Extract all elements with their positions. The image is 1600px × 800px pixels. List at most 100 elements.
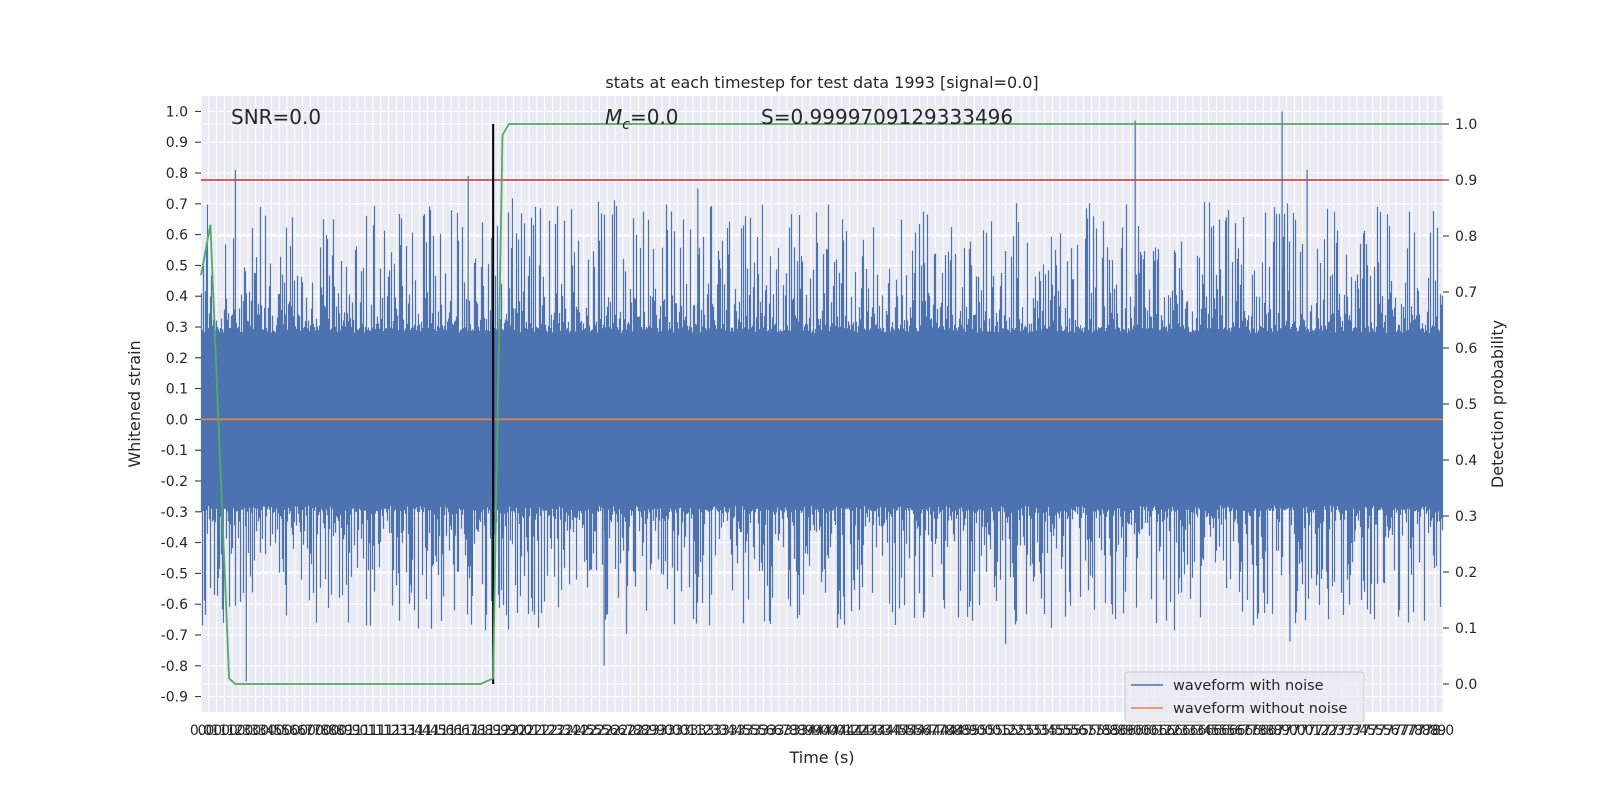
x-tick-label: 5.5 bbox=[1057, 723, 1079, 739]
legend: waveform with noise waveform without noi… bbox=[1124, 671, 1365, 723]
x-tick-label: 7.9 bbox=[1424, 723, 1446, 739]
x-tick-label: 2.5 bbox=[573, 723, 595, 739]
y-tick-label: -0.5 bbox=[161, 566, 188, 582]
x-tick-label: 5.9 bbox=[1112, 723, 1134, 739]
y-tick-label: 1.0 bbox=[166, 104, 188, 120]
right-y-tick-label: 0.5 bbox=[1455, 397, 1477, 413]
x-tick-label: 2.8 bbox=[619, 723, 641, 739]
x-tick-label: 4.5 bbox=[885, 723, 907, 739]
x-tick-label: 0.6 bbox=[276, 723, 298, 739]
x-tick-label: 6.7 bbox=[1229, 723, 1251, 739]
x-tick-label: 0.1 bbox=[205, 723, 227, 739]
x-tick-label: 4.6 bbox=[909, 723, 931, 739]
y-tick-label: -0.9 bbox=[161, 690, 188, 706]
x-tick-label: 0.8 bbox=[315, 723, 337, 739]
y-tick-label: 0.1 bbox=[166, 382, 188, 398]
x-tick-label: 6.9 bbox=[1268, 723, 1290, 739]
x-tick-label: 5.5 bbox=[1049, 723, 1071, 739]
x-tick-label: 4.3 bbox=[869, 723, 891, 739]
x-tick-label: 1.8 bbox=[463, 723, 485, 739]
x-tick-label: 7.8 bbox=[1416, 723, 1438, 739]
y-axis-label: Whitened strain bbox=[125, 340, 144, 467]
chirp-mass-symbol: M bbox=[605, 105, 622, 129]
x-tick-label: 1.4 bbox=[416, 723, 438, 739]
detection-probability-series bbox=[200, 123, 1443, 685]
x-tick-label: 2.4 bbox=[557, 723, 579, 739]
y-tick-label: 0.7 bbox=[166, 197, 188, 213]
x-tick-label: 2.7 bbox=[612, 723, 634, 739]
chirp-mass-value: =0.0 bbox=[630, 105, 679, 129]
x-tick-label: 2.5 bbox=[580, 723, 602, 739]
x-tick-label: 1.1 bbox=[370, 723, 392, 739]
noise-trace bbox=[200, 111, 1444, 682]
x-tick-label: 7.5 bbox=[1369, 723, 1391, 739]
x-tick-label: 1.0 bbox=[346, 723, 368, 739]
x-tick-label: 5.4 bbox=[1033, 723, 1055, 739]
x-tick-label: 2.3 bbox=[541, 723, 563, 739]
x-tick-label: 5.8 bbox=[1088, 723, 1110, 739]
x-tick-label: 7.7 bbox=[1385, 723, 1407, 739]
x-tick-label: 0.0 bbox=[190, 723, 212, 739]
x-tick-label: 2.2 bbox=[534, 723, 556, 739]
x-tick-label: 7.0 bbox=[1291, 723, 1313, 739]
x-tick-label: 1.1 bbox=[354, 723, 376, 739]
x-tick-label: 6.4 bbox=[1190, 723, 1212, 739]
x-tick-label: 4.0 bbox=[815, 723, 837, 739]
x-tick-label: 0.3 bbox=[229, 723, 251, 739]
y-tick-label: -0.3 bbox=[161, 505, 188, 521]
x-tick-label: 3.0 bbox=[651, 723, 673, 739]
x-tick-label: 0.4 bbox=[252, 723, 274, 739]
x-tick-label: 1.2 bbox=[377, 723, 399, 739]
x-tick-label: 7.2 bbox=[1307, 723, 1329, 739]
x-tick-label: 2.4 bbox=[565, 723, 587, 739]
x-tick-label: 4.2 bbox=[838, 723, 860, 739]
x-tick-label: 7.8 bbox=[1401, 723, 1423, 739]
x-tick-label: 2.5 bbox=[588, 723, 610, 739]
x-tick-label: 3.6 bbox=[752, 723, 774, 739]
x-axis-label: Time (s) bbox=[788, 748, 854, 767]
x-tick-label: 0.3 bbox=[245, 723, 267, 739]
x-tick-label: 2.1 bbox=[518, 723, 540, 739]
x-tick-label: 5.5 bbox=[1041, 723, 1063, 739]
y-tick-label: -0.2 bbox=[161, 474, 188, 490]
right-y-axis-label: Detection probability bbox=[1488, 320, 1507, 488]
x-tick-label: 3.3 bbox=[698, 723, 720, 739]
y-tick-label: -0.1 bbox=[161, 443, 188, 459]
x-tick-label: 7.0 bbox=[1283, 723, 1305, 739]
x-tick-label: 1.8 bbox=[471, 723, 493, 739]
chirp-mass-subscript: c bbox=[622, 117, 630, 133]
x-tick-label: 3.6 bbox=[760, 723, 782, 739]
x-tick-label: 4.4 bbox=[877, 723, 899, 739]
chirp-mass-annotation: Mc=0.0 bbox=[605, 105, 679, 133]
x-tick-label: 0.9 bbox=[338, 723, 360, 739]
x-tick-label: 5.3 bbox=[1010, 723, 1032, 739]
x-tick-label: 0.5 bbox=[260, 723, 282, 739]
right-y-tick-label: 0.9 bbox=[1455, 173, 1477, 189]
x-tick-label: 1.4 bbox=[409, 723, 431, 739]
x-tick-label: 0.8 bbox=[323, 723, 345, 739]
x-tick-label: 4.0 bbox=[807, 723, 829, 739]
x-tick-label: 4.7 bbox=[924, 723, 946, 739]
right-y-tick-label: 0.7 bbox=[1455, 285, 1477, 301]
x-tick-label: 6.1 bbox=[1143, 723, 1165, 739]
x-tick-label: 3.9 bbox=[791, 723, 813, 739]
x-tick-label: 1.3 bbox=[393, 723, 415, 739]
x-tick-label: 7.3 bbox=[1338, 723, 1360, 739]
x-tick-label: 4.5 bbox=[893, 723, 915, 739]
x-tick-label: 4.5 bbox=[901, 723, 923, 739]
x-tick-label: 5.7 bbox=[1073, 723, 1095, 739]
x-tick-label: 7.0 bbox=[1276, 723, 1298, 739]
x-tick-label: 6.8 bbox=[1260, 723, 1282, 739]
x-tick-label: 2.9 bbox=[643, 723, 665, 739]
x-tick-label: 3.5 bbox=[737, 723, 759, 739]
y-tick-label: 0.0 bbox=[166, 412, 188, 428]
x-tick-label: 5.2 bbox=[1002, 723, 1024, 739]
x-tick-label: 4.8 bbox=[948, 723, 970, 739]
x-tick-label: 6.7 bbox=[1237, 723, 1259, 739]
x-tick-label: 1.6 bbox=[432, 723, 454, 739]
x-tick-label: 3.4 bbox=[713, 723, 735, 739]
x-tick-label: 5.0 bbox=[979, 723, 1001, 739]
x-tick-label: 4.9 bbox=[955, 723, 977, 739]
y-tick-label: 0.8 bbox=[166, 166, 188, 182]
